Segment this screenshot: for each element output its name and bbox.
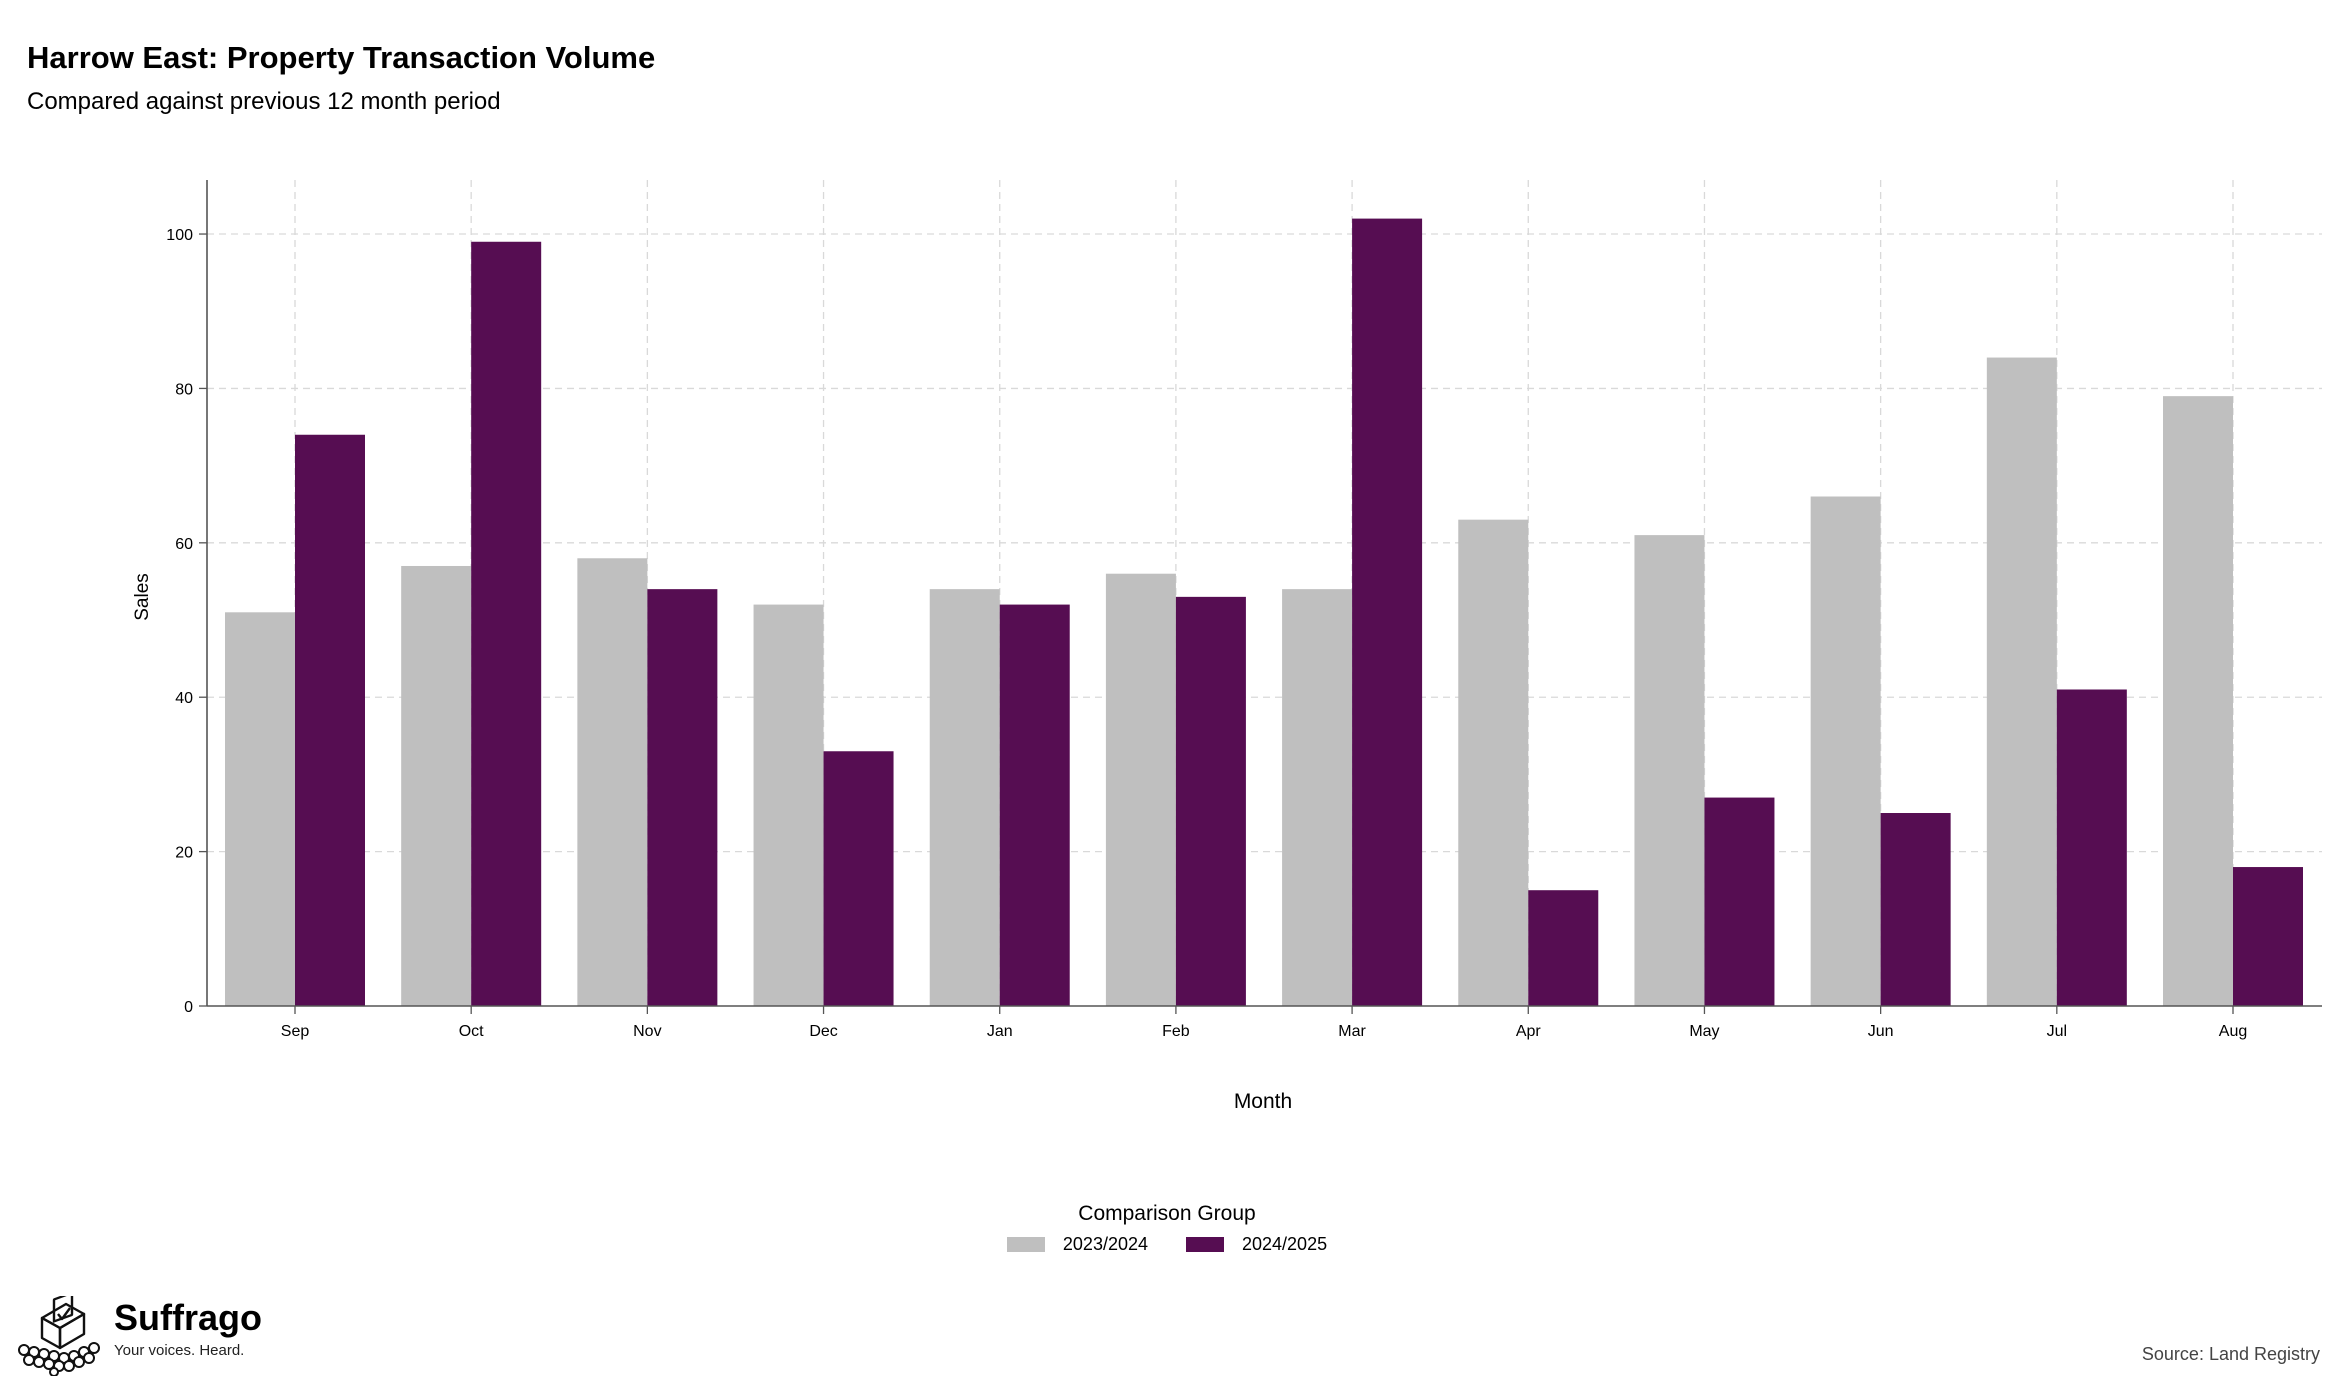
x-tick-label: Jul xyxy=(2047,1023,2067,1040)
bar-sep-series-2 xyxy=(295,434,365,1006)
x-tick-label: Sep xyxy=(281,1023,310,1040)
bar-jul-series-2 xyxy=(2056,689,2127,1006)
y-tick-label: 20 xyxy=(175,845,193,862)
ballot-box-icon xyxy=(18,1296,100,1376)
brand-logo: Suffrago Your voices. Heard. xyxy=(14,1296,262,1376)
chart-title: Harrow East: Property Transaction Volume xyxy=(27,40,656,75)
bar-nov-series-1 xyxy=(577,558,648,1006)
brand-tagline: Your voices. Heard. xyxy=(114,1342,245,1359)
bar-dec-series-2 xyxy=(823,751,894,1006)
bar-may-series-1 xyxy=(1634,535,1705,1006)
legend: 2023/2024 2024/2025 xyxy=(0,1234,2334,1255)
bar-feb-series-1 xyxy=(1105,573,1176,1006)
bar-nov-series-2 xyxy=(647,589,718,1006)
x-tick-label: Aug xyxy=(2219,1023,2247,1040)
x-tick-label: Oct xyxy=(459,1023,484,1040)
bar-oct-series-2 xyxy=(471,241,542,1006)
x-axis-label: Month xyxy=(1234,1090,1292,1113)
legend-swatch-series-2 xyxy=(1186,1237,1224,1252)
bar-jan-series-2 xyxy=(999,604,1070,1006)
legend-item-series-2: 2024/2025 xyxy=(1186,1234,1327,1255)
x-tick-label: Mar xyxy=(1338,1023,1366,1040)
x-tick-label: Apr xyxy=(1516,1023,1542,1040)
x-tick-label: Jun xyxy=(1868,1023,1894,1040)
bar-feb-series-2 xyxy=(1175,596,1246,1006)
bar-sep-series-1 xyxy=(225,612,295,1006)
y-tick-label: 60 xyxy=(175,536,193,553)
x-tick-label: Jan xyxy=(987,1023,1013,1040)
legend-label-series-1: 2023/2024 xyxy=(1062,1234,1148,1254)
bar-jun-series-2 xyxy=(1880,813,1951,1006)
y-tick-label: 100 xyxy=(166,227,193,244)
bar-jun-series-1 xyxy=(1810,496,1881,1006)
legend-item-series-1: 2023/2024 xyxy=(1006,1234,1148,1255)
legend-title: Comparison Group xyxy=(1078,1202,1256,1225)
y-tick-label: 40 xyxy=(175,690,193,707)
x-tick-label: Feb xyxy=(1162,1023,1190,1040)
bar-jan-series-1 xyxy=(929,589,1000,1006)
bar-apr-series-1 xyxy=(1458,519,1529,1006)
legend-label-series-2: 2024/2025 xyxy=(1242,1234,1328,1254)
bar-apr-series-2 xyxy=(1528,890,1599,1006)
axes: 0 20 40 60 80 100 Sep Oct Nov Dec Jan Feb Mar Apr May J… xyxy=(166,180,2322,1040)
legend-swatch-series-1 xyxy=(1006,1237,1045,1252)
bars xyxy=(225,218,2303,1006)
bar-aug-series-1 xyxy=(2163,396,2233,1006)
x-tick-label: Nov xyxy=(633,1023,661,1040)
source-note: Source: Land Registry xyxy=(2141,1344,2320,1364)
bar-jul-series-1 xyxy=(1986,357,2057,1006)
x-tick-label: Dec xyxy=(809,1023,837,1040)
bar-may-series-2 xyxy=(1704,797,1775,1006)
y-tick-label: 0 xyxy=(184,999,193,1016)
brand-name: Suffrago xyxy=(114,1297,262,1338)
chart-subtitle: Compared against previous 12 month perio… xyxy=(27,88,501,115)
bar-aug-series-2 xyxy=(2233,867,2303,1006)
bar-dec-series-1 xyxy=(753,604,824,1006)
x-tick-label: May xyxy=(1689,1023,1719,1040)
bar-oct-series-1 xyxy=(401,565,472,1006)
bar-mar-series-2 xyxy=(1352,218,1423,1006)
y-axis-label: Sales xyxy=(132,573,153,621)
bar-mar-series-1 xyxy=(1282,589,1353,1006)
y-tick-label: 80 xyxy=(175,381,193,398)
